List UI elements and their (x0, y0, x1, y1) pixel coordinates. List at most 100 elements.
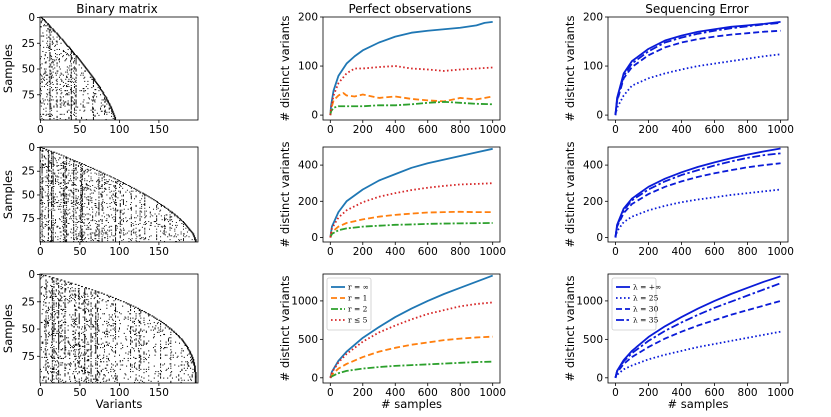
matrix-cell (135, 338, 137, 340)
matrix-cell (66, 186, 68, 188)
matrix-cell (52, 209, 54, 211)
matrix-cell (100, 194, 102, 196)
matrix-cell (49, 110, 51, 112)
matrix-cell (135, 205, 137, 207)
matrix-cell (115, 178, 117, 180)
matrix-cell (51, 205, 53, 207)
matrix-cell (94, 305, 96, 307)
matrix-cell (70, 175, 72, 177)
matrix-cell (144, 212, 146, 214)
matrix-cell (79, 344, 81, 346)
matrix-cell (92, 220, 94, 222)
matrix-cell (63, 234, 65, 236)
matrix-cell (47, 23, 49, 25)
matrix-cell (83, 353, 85, 355)
matrix-cell (88, 203, 90, 204)
matrix-cell (170, 356, 172, 358)
matrix-cell (120, 230, 122, 232)
matrix-cell (169, 235, 171, 237)
matrix-cell (106, 294, 108, 296)
matrix-cell (47, 373, 49, 375)
matrix-cell (40, 90, 42, 92)
matrix-cell (74, 315, 76, 317)
matrix-cell (107, 336, 109, 338)
matrix-cell (73, 167, 75, 169)
matrix-cell (58, 182, 60, 184)
matrix-cell (64, 299, 66, 301)
matrix-cell (137, 189, 139, 191)
matrix-cell (186, 225, 188, 227)
matrix-cell (163, 205, 165, 207)
matrix-cell (98, 241, 100, 242)
matrix-cell (153, 199, 155, 201)
matrix-cell (95, 93, 97, 95)
matrix-cell (45, 324, 47, 326)
matrix-cell (106, 203, 108, 204)
x-axis-label: Variants (96, 397, 143, 411)
matrix-cell (138, 344, 140, 346)
matrix-cell (79, 217, 81, 219)
matrix-cell (64, 161, 66, 163)
matrix-cell (81, 193, 83, 195)
matrix-cell (70, 50, 72, 53)
matrix-cell (84, 65, 86, 67)
matrix-cell (47, 164, 49, 166)
matrix-cell (174, 331, 176, 333)
matrix-cell (94, 326, 96, 328)
y-tick-label: 50 (22, 64, 35, 76)
matrix-cell (70, 158, 72, 160)
series-line-3 (614, 162, 781, 238)
matrix-cell (85, 327, 87, 329)
matrix-cell (143, 239, 145, 241)
matrix-cell (100, 89, 102, 91)
matrix-cell (40, 78, 42, 80)
matrix-cell (41, 200, 43, 202)
matrix-cell (90, 367, 92, 369)
matrix-cell (115, 307, 117, 309)
matrix-cell (144, 217, 146, 219)
matrix-cell (73, 239, 75, 241)
matrix-cell (90, 355, 92, 357)
matrix-cell (101, 230, 103, 232)
matrix-cell (62, 193, 64, 195)
matrix-cell (41, 153, 43, 155)
matrix-cell (45, 323, 47, 325)
matrix-cell (91, 197, 93, 199)
matrix-cell (56, 41, 58, 43)
matrix-cell (135, 306, 137, 308)
matrix-cell (169, 239, 171, 241)
matrix-cell (73, 202, 75, 204)
matrix-cell (182, 238, 184, 240)
x-tick-label: 200 (353, 246, 373, 258)
matrix-cell (68, 92, 70, 94)
matrix-cell (43, 78, 45, 80)
matrix-cell (81, 209, 83, 211)
matrix-cell (48, 331, 50, 333)
matrix-cell (160, 347, 162, 349)
matrix-cell (41, 150, 43, 152)
matrix-cell (65, 218, 67, 220)
matrix-cell (190, 378, 192, 380)
matrix-cell (47, 192, 49, 194)
matrix-cell (94, 233, 96, 235)
matrix-cell (81, 163, 83, 165)
matrix-cell (82, 105, 84, 107)
matrix-cell (96, 320, 98, 322)
matrix-cell (47, 188, 49, 190)
matrix-cell (44, 275, 46, 277)
matrix-cell (65, 241, 67, 242)
matrix-cell (148, 314, 150, 316)
matrix-cell (58, 285, 60, 288)
matrix-cell (59, 336, 61, 338)
matrix-cell (56, 106, 58, 108)
matrix-cell (80, 61, 82, 63)
matrix-cell (171, 351, 173, 353)
matrix-cell (80, 211, 82, 213)
matrix-cell (41, 170, 43, 172)
matrix-cell (115, 185, 117, 186)
matrix-cell (119, 217, 120, 219)
matrix-cell (96, 378, 98, 380)
matrix-cell (186, 345, 188, 348)
matrix-cell (70, 81, 72, 83)
matrix-cell (86, 180, 88, 182)
